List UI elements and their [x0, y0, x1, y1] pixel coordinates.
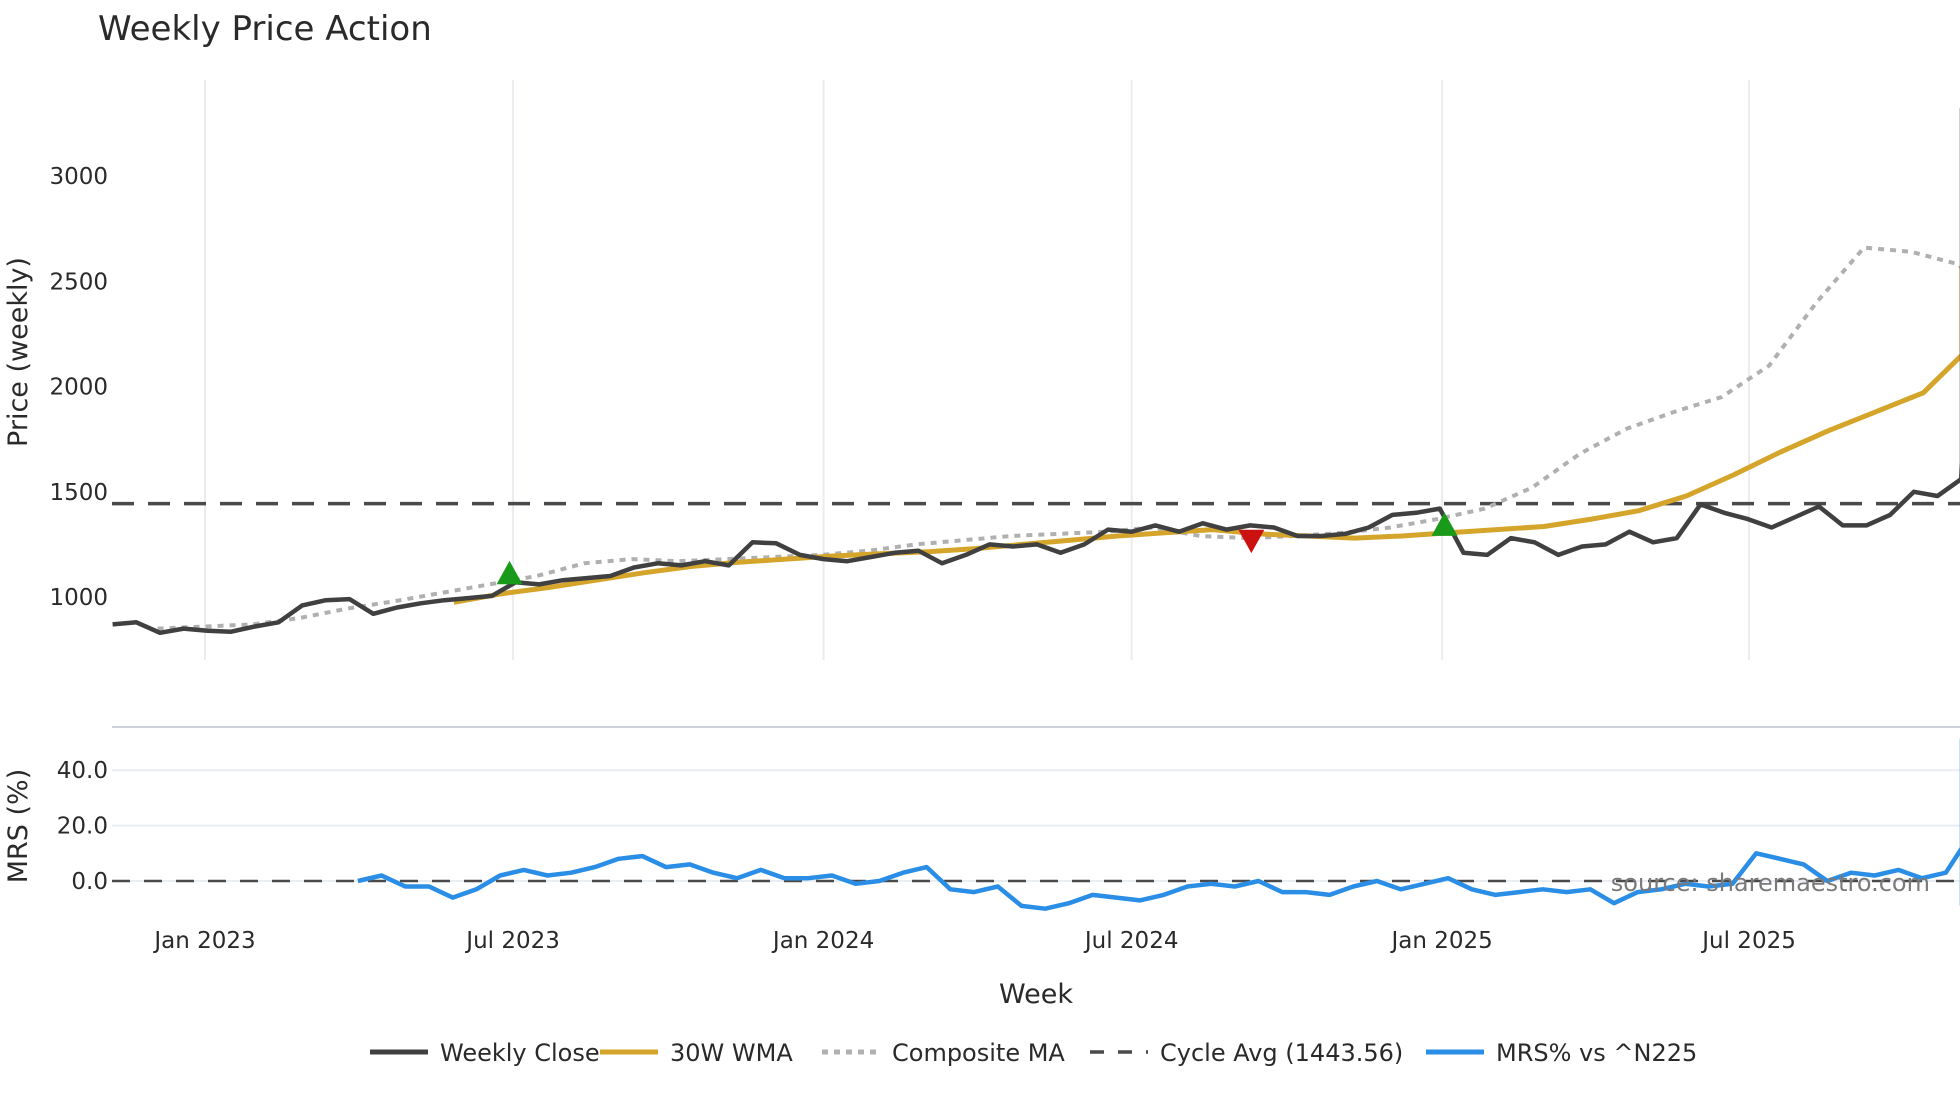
price-tick-label: 2500: [49, 269, 108, 295]
price-gridlines: [204, 80, 1751, 660]
legend-label: Composite MA: [892, 1039, 1065, 1067]
price-tick-label: 1000: [49, 585, 108, 611]
legend-item-mrs[interactable]: MRS% vs ^N225: [1426, 1039, 1697, 1067]
legend-item-close[interactable]: Weekly Close: [370, 1039, 600, 1067]
x-tick-label: Jan 2024: [771, 928, 874, 954]
mrs-gridlines: [112, 769, 1960, 882]
legend-item-wma[interactable]: 30W WMA: [600, 1039, 793, 1067]
mrs-tick-label: 40.0: [57, 758, 108, 784]
weekly-close-line: [112, 107, 1960, 636]
mrs-tick-label: 20.0: [57, 814, 108, 840]
composite-ma-line: [157, 245, 1960, 631]
legend-item-composite[interactable]: Composite MA: [822, 1039, 1065, 1067]
buy-signal-triangle-icon: [1431, 512, 1458, 536]
chart-legend: Weekly Close 30W WMA Composite MA Cycle Avg…: [370, 1039, 1697, 1067]
legend-item-cycle[interactable]: Cycle Avg (1443.56): [1090, 1039, 1403, 1067]
price-tick-label: 1500: [49, 480, 108, 506]
sell-signal-triangle-icon: [1238, 529, 1265, 554]
price-tick-label: 2000: [49, 375, 108, 401]
source-watermark: source: sharemaestro.com: [1611, 869, 1930, 897]
price-y-axis-label: Price (weekly): [3, 257, 34, 447]
mrs-y-axis-label: MRS (%): [3, 769, 34, 884]
x-tick-label: Jan 2023: [152, 928, 255, 954]
legend-label: Weekly Close: [440, 1039, 600, 1067]
legend-label: Cycle Avg (1443.56): [1160, 1039, 1403, 1067]
legend-label: 30W WMA: [670, 1039, 793, 1067]
legend-label: MRS% vs ^N225: [1496, 1039, 1697, 1067]
buy-signal-triangle-icon: [496, 560, 523, 585]
signal-markers: [496, 512, 1458, 585]
mrs-y-axis-ticks: 40.0 20.0 0.0: [57, 758, 108, 895]
x-axis-ticks: Jan 2023 Jul 2023 Jan 2024 Jul 2024 Jan 2025…: [152, 928, 1796, 954]
mrs-line: [357, 738, 1960, 911]
x-tick-label: Jul 2025: [1700, 928, 1796, 954]
mrs-tick-label: 0.0: [71, 869, 108, 895]
price-y-axis-ticks: 3000 2500 2000 1500 1000: [49, 164, 108, 611]
x-tick-label: Jul 2023: [464, 928, 560, 954]
chart-title: Weekly Price Action: [98, 9, 432, 49]
x-tick-label: Jul 2024: [1083, 928, 1179, 954]
x-axis-label: Week: [999, 979, 1073, 1010]
price-tick-label: 3000: [49, 164, 108, 190]
x-tick-label: Jan 2025: [1389, 928, 1492, 954]
wma-30w-line: [453, 266, 1960, 605]
